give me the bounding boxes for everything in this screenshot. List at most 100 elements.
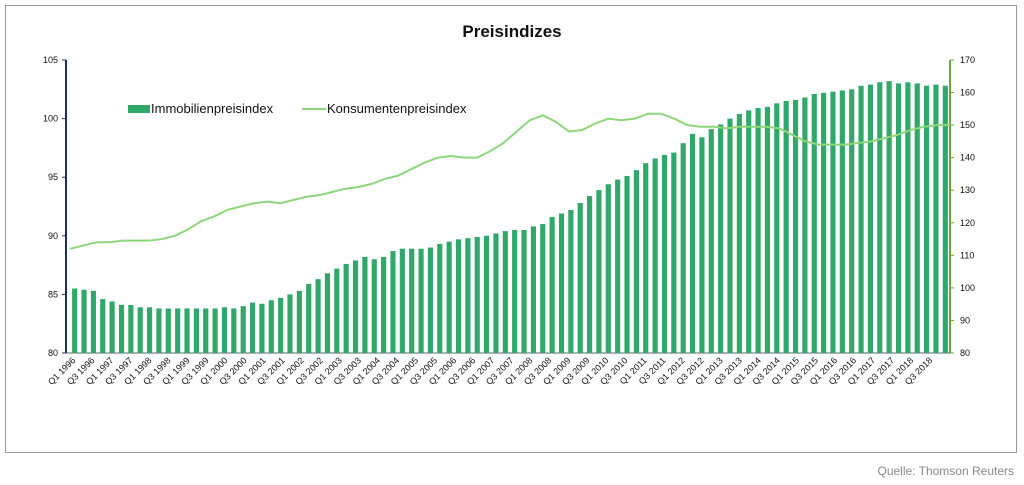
bar-immobilienpreisindex [100,299,106,353]
bar-immobilienpreisindex [296,290,302,353]
bar-immobilienpreisindex [736,113,742,353]
bar-immobilienpreisindex [231,308,237,353]
bar-immobilienpreisindex [81,289,87,353]
bar-immobilienpreisindex [849,89,855,354]
chart-title: Preisindizes [462,22,562,41]
y-right-tick-label: 90 [960,315,970,325]
bar-immobilienpreisindex [905,82,911,354]
bar-immobilienpreisindex [792,99,799,353]
bar-immobilienpreisindex [128,304,134,353]
bar-immobilienpreisindex [109,301,115,353]
y-right-tick-label: 100 [960,283,975,293]
bar-immobilienpreisindex [886,81,892,353]
legend-label-konsumentenpreisindex: Konsumentenpreisindex [327,101,467,116]
bar-immobilienpreisindex [268,300,274,353]
bar-immobilienpreisindex [924,85,930,353]
y-right-tick-label: 170 [960,55,975,65]
bar-immobilienpreisindex [895,83,902,353]
bar-immobilienpreisindex [240,306,246,353]
bar-immobilienpreisindex [484,235,490,353]
y-left-tick-label: 90 [48,231,58,241]
bar-immobilienpreisindex [465,238,471,353]
bar-immobilienpreisindex [596,190,602,353]
bar-immobilienpreisindex [315,279,321,353]
bar-immobilienpreisindex [455,239,462,353]
bar-immobilienpreisindex [933,84,939,354]
bar-immobilienpreisindex [699,137,705,353]
bar-immobilienpreisindex [90,290,96,353]
bar-immobilienpreisindex [689,133,696,353]
bar-immobilienpreisindex [409,248,415,353]
y-left-tick-label: 100 [43,114,58,124]
y-right-tick-label: 130 [960,185,975,195]
bar-immobilienpreisindex [502,231,508,353]
bar-immobilienpreisindex [156,308,162,353]
bar-immobilienpreisindex [493,233,499,353]
bar-immobilienpreisindex [521,229,527,353]
bar-immobilienpreisindex [249,302,256,353]
bar-immobilienpreisindex [287,294,293,353]
bar-immobilienpreisindex [437,244,443,353]
bar-immobilienpreisindex [755,108,761,353]
bar-immobilienpreisindex [615,179,621,353]
y-right-tick-label: 120 [960,218,975,228]
bar-immobilienpreisindex [764,106,771,353]
bar-immobilienpreisindex [446,241,452,353]
bar-immobilienpreisindex [399,248,405,353]
bar-immobilienpreisindex [727,118,733,353]
bar-immobilienpreisindex [474,236,480,353]
y-right-tick-label: 160 [960,88,975,98]
bar-immobilienpreisindex [821,92,827,353]
y-right-tick-label: 80 [960,348,970,358]
line-konsumentenpreisindex [69,112,950,250]
bar-immobilienpreisindex [839,90,845,353]
bar-immobilienpreisindex [774,103,780,353]
bar-immobilienpreisindex [306,283,312,353]
bar-immobilienpreisindex [577,202,583,353]
legend-swatch-immobilienpreisindex [128,105,150,113]
bar-immobilienpreisindex [811,93,817,354]
bar-immobilienpreisindex [334,268,340,353]
bar-immobilienpreisindex [661,154,668,353]
y-left-tick-label: 105 [43,55,58,65]
bar-immobilienpreisindex [259,303,265,353]
bar-immobilienpreisindex [549,217,555,353]
bar-immobilienpreisindex [324,273,331,353]
bar-immobilienpreisindex [877,82,883,354]
bar-immobilienpreisindex [652,158,658,353]
bar-immobilienpreisindex [530,226,536,353]
bar-immobilienpreisindex [147,307,153,353]
bar-immobilienpreisindex [278,297,284,353]
bar-immobilienpreisindex [118,304,125,353]
bar-immobilienpreisindex [427,247,433,353]
bar-immobilienpreisindex [352,260,359,353]
bar-immobilienpreisindex [184,308,190,353]
bar-immobilienpreisindex [643,163,649,353]
bar-immobilienpreisindex [540,224,546,353]
bar-immobilienpreisindex [633,170,639,353]
bar-immobilienpreisindex [746,110,752,354]
bar-immobilienpreisindex [558,213,565,353]
bar-immobilienpreisindex [605,184,611,353]
y-right-tick-label: 110 [960,250,974,260]
y-left-tick-label: 85 [48,289,58,299]
y-right-tick-label: 140 [960,153,975,163]
source-note: Quelle: Thomson Reuters [877,464,1014,478]
bar-immobilienpreisindex [568,210,574,353]
bar-immobilienpreisindex [671,152,677,353]
bar-immobilienpreisindex [221,307,228,353]
bar-immobilienpreisindex [914,83,920,353]
bar-immobilienpreisindex [624,176,630,353]
bar-immobilienpreisindex [371,259,377,353]
bar-immobilienpreisindex [512,229,518,353]
y-right-tick-label: 150 [960,120,975,130]
bar-immobilienpreisindex [867,84,873,354]
bar-immobilienpreisindex [72,288,78,353]
y-left-tick-label: 95 [48,172,58,182]
bar-immobilienpreisindex [418,248,424,353]
bar-immobilienpreisindex [390,251,396,353]
bar-immobilienpreisindex [718,124,724,354]
bar-immobilienpreisindex [193,308,199,353]
bar-immobilienpreisindex [203,308,209,353]
